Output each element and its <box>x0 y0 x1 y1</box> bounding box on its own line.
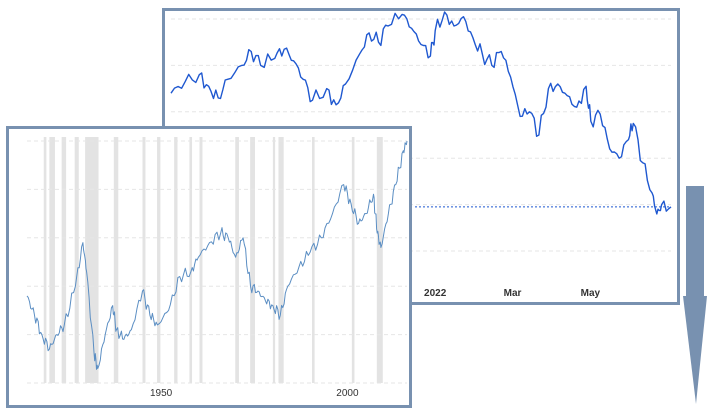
recession-band <box>142 137 146 383</box>
recession-band <box>85 137 99 383</box>
x-tick-label: 2022 <box>424 288 447 299</box>
recession-band <box>61 137 67 383</box>
recession-band <box>49 137 55 383</box>
recession-band <box>235 137 239 383</box>
recession-band <box>351 137 355 383</box>
recession-band <box>272 137 276 383</box>
x-tick-label: 1950 <box>150 388 173 399</box>
down-arrow-icon <box>683 186 707 404</box>
recession-band <box>278 137 284 383</box>
recession-band <box>250 137 255 383</box>
recession-band <box>157 137 161 383</box>
x-tick-label: Mar <box>504 288 522 299</box>
recession-band <box>174 137 178 383</box>
recession-band <box>74 137 79 383</box>
long-term-chart-panel: 1950 2000 <box>6 126 412 408</box>
recent-chart-svg: 2022 Mar May <box>170 11 672 299</box>
long-term-chart-svg: 1950 2000 <box>26 137 408 399</box>
recession-band <box>189 137 193 383</box>
recession-band <box>43 137 47 383</box>
recession-band <box>199 137 203 383</box>
series-line <box>170 11 672 215</box>
recession-band <box>113 137 119 383</box>
x-tick-label: 2000 <box>336 388 359 399</box>
recession-band <box>312 137 315 383</box>
recession-band <box>376 137 383 383</box>
x-tick-label: May <box>581 288 601 299</box>
series-line <box>26 140 408 370</box>
